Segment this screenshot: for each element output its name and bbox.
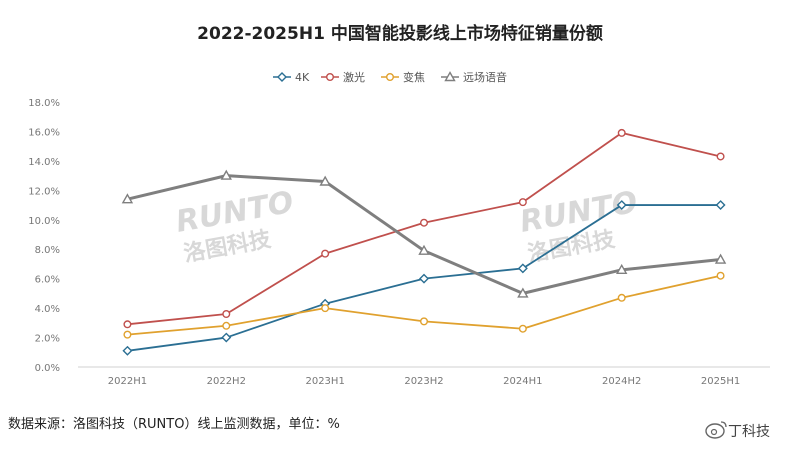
data-point <box>715 200 726 211</box>
y-tick-label: 14.0% <box>28 157 60 168</box>
legend-label: 激光 <box>343 70 365 84</box>
data-point <box>222 321 231 330</box>
legend-marker <box>386 72 395 81</box>
series-3 <box>121 169 727 298</box>
data-point <box>418 244 430 255</box>
data-point <box>517 287 529 298</box>
weibo-brand: 丁科技 <box>728 424 770 440</box>
y-tick-label: 2.0% <box>35 334 60 345</box>
x-tick-label: 2024H2 <box>602 376 641 387</box>
data-point <box>616 200 627 211</box>
y-tick-label: 6.0% <box>35 275 60 286</box>
data-point <box>319 175 331 186</box>
weibo-badge[interactable]: 丁科技 <box>705 421 770 440</box>
chart-title: 2022-2025H1 中国智能投影线上市场特征销量份额 <box>197 23 603 44</box>
legend: 4K 激光 变焦 远场语音 <box>273 70 507 84</box>
x-tick-label: 2023H2 <box>404 376 443 387</box>
svg-text:RUNTO: RUNTO <box>173 185 296 240</box>
data-point <box>122 345 133 356</box>
legend-marker <box>277 72 287 82</box>
series-1 <box>123 128 725 329</box>
series-line <box>127 274 721 336</box>
data-point <box>616 263 628 275</box>
data-point <box>716 152 725 161</box>
legend-item: 变焦 <box>381 70 425 84</box>
data-point <box>617 128 626 137</box>
source-note: 数据来源：洛图科技（RUNTO）线上监测数据，单位：% <box>8 417 340 432</box>
watermark-right: RUNTO 洛图科技 <box>517 185 640 267</box>
x-tick-label: 2023H1 <box>305 376 344 387</box>
data-point <box>121 193 134 204</box>
y-tick-label: 18.0% <box>28 98 60 109</box>
x-tick-label: 2024H1 <box>503 376 542 387</box>
legend-label: 4K <box>295 71 310 84</box>
y-tick-label: 16.0% <box>28 127 60 138</box>
data-point <box>321 249 330 258</box>
x-tick-label: 2022H2 <box>207 376 246 387</box>
data-point <box>420 317 429 326</box>
data-point <box>221 332 232 343</box>
data-point <box>419 273 429 284</box>
data-point <box>420 218 429 227</box>
x-tick-label: 2022H1 <box>108 376 147 387</box>
series-2 <box>123 271 725 339</box>
data-point <box>518 324 527 333</box>
legend-marker <box>326 72 335 81</box>
data-point <box>123 320 132 329</box>
legend-marker <box>444 71 456 82</box>
series-0 <box>122 200 726 356</box>
y-tick-label: 0.0% <box>35 363 60 374</box>
axes: 0.0% 2.0% 4.0% 6.0% 8.0% 10.0% 12.0% 14.0% 16.0%… <box>28 98 770 387</box>
plot-area <box>121 128 727 356</box>
data-point <box>617 293 626 302</box>
data-point <box>220 169 232 180</box>
y-tick-label: 4.0% <box>35 304 60 315</box>
x-tick-label: 2025H1 <box>701 376 740 387</box>
weibo-icon <box>705 421 727 439</box>
watermark-left: RUNTO 洛图科技 <box>173 185 296 267</box>
y-tick-label: 8.0% <box>35 245 60 256</box>
legend-label: 远场语音 <box>463 70 507 84</box>
legend-item: 4K <box>273 71 310 84</box>
data-point <box>518 198 527 207</box>
data-point <box>123 330 132 339</box>
data-point <box>321 304 330 313</box>
y-tick-label: 10.0% <box>28 216 60 227</box>
y-tick-label: 12.0% <box>28 186 60 197</box>
data-point <box>517 263 528 274</box>
data-point <box>222 310 231 319</box>
legend-item: 远场语音 <box>441 70 507 84</box>
legend-item: 激光 <box>321 70 365 84</box>
data-point <box>716 271 725 280</box>
data-point <box>714 253 727 264</box>
legend-label: 变焦 <box>403 70 425 84</box>
